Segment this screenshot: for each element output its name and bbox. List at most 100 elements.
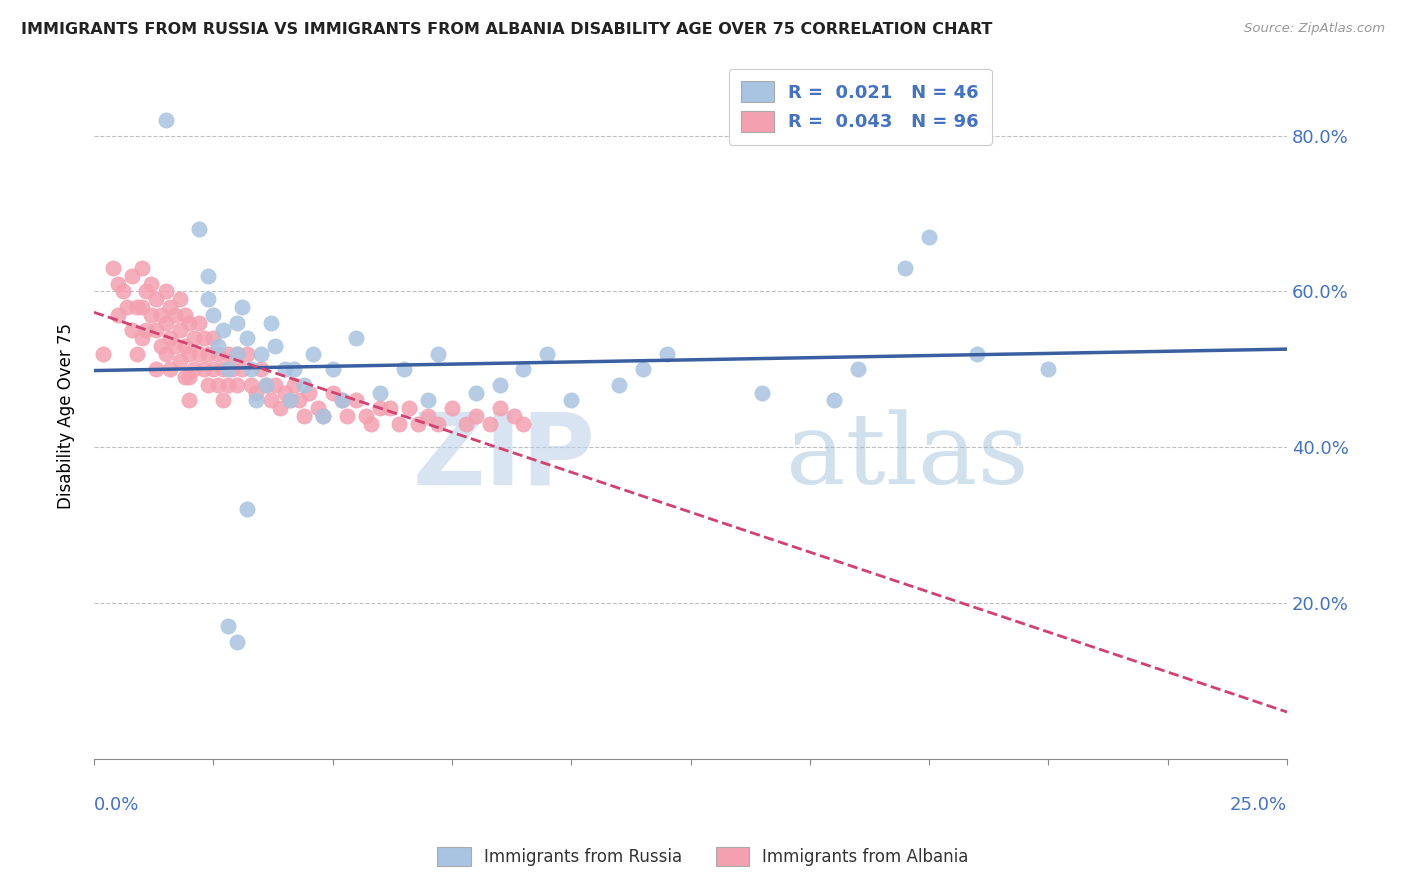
Point: [322, 362, 344, 376]
Point: [187, 347, 209, 361]
Point: [488, 401, 510, 416]
Point: [240, 362, 263, 376]
Point: [217, 347, 239, 361]
Point: [169, 354, 191, 368]
Point: [131, 300, 153, 314]
Point: [823, 393, 845, 408]
Point: [269, 401, 291, 416]
Point: [278, 393, 301, 408]
Text: 0.0%: 0.0%: [94, 797, 139, 814]
Point: [207, 377, 229, 392]
Point: [121, 323, 143, 337]
Point: [336, 409, 359, 423]
Point: [131, 260, 153, 275]
Point: [155, 285, 177, 299]
Point: [512, 417, 534, 431]
Point: [145, 292, 167, 306]
Point: [179, 393, 201, 408]
Point: [107, 277, 129, 291]
Point: [655, 347, 678, 361]
Point: [207, 339, 229, 353]
Point: [464, 385, 486, 400]
Point: [354, 409, 377, 423]
Point: [169, 323, 191, 337]
Point: [231, 362, 253, 376]
Point: [464, 409, 486, 423]
Point: [125, 347, 148, 361]
Point: [250, 362, 273, 376]
Point: [346, 331, 368, 345]
Point: [155, 347, 177, 361]
Point: [751, 385, 773, 400]
Point: [211, 323, 233, 337]
Point: [512, 362, 534, 376]
Point: [193, 362, 215, 376]
Point: [111, 285, 134, 299]
Point: [346, 393, 368, 408]
Point: [121, 268, 143, 283]
Point: [125, 300, 148, 314]
Legend: R =  0.021   N = 46, R =  0.043   N = 96: R = 0.021 N = 46, R = 0.043 N = 96: [728, 69, 991, 145]
Point: [173, 308, 195, 322]
Point: [226, 347, 249, 361]
Point: [368, 401, 391, 416]
Point: [197, 347, 219, 361]
Point: [211, 393, 233, 408]
Point: [283, 362, 305, 376]
Point: [288, 393, 311, 408]
Point: [207, 347, 229, 361]
Text: atlas: atlas: [786, 409, 1029, 505]
Point: [378, 401, 401, 416]
Point: [145, 323, 167, 337]
Point: [274, 362, 297, 376]
Point: [173, 370, 195, 384]
Point: [264, 339, 287, 353]
Point: [307, 401, 329, 416]
Text: Source: ZipAtlas.com: Source: ZipAtlas.com: [1244, 22, 1385, 36]
Point: [408, 417, 430, 431]
Point: [479, 417, 502, 431]
Point: [149, 339, 172, 353]
Point: [155, 112, 177, 127]
Point: [312, 409, 335, 423]
Point: [193, 331, 215, 345]
Point: [278, 393, 301, 408]
Point: [217, 362, 239, 376]
Point: [145, 362, 167, 376]
Point: [93, 347, 115, 361]
Point: [488, 377, 510, 392]
Point: [426, 347, 449, 361]
Point: [226, 347, 249, 361]
Point: [298, 385, 321, 400]
Point: [226, 377, 249, 392]
Point: [440, 401, 463, 416]
Point: [274, 385, 297, 400]
Point: [292, 377, 315, 392]
Point: [966, 347, 988, 361]
Point: [918, 230, 941, 244]
Point: [155, 316, 177, 330]
Point: [245, 385, 267, 400]
Text: ZIP: ZIP: [412, 409, 595, 506]
Point: [187, 222, 209, 236]
Point: [179, 347, 201, 361]
Point: [235, 502, 257, 516]
Point: [416, 409, 439, 423]
Point: [302, 347, 325, 361]
Point: [159, 300, 181, 314]
Point: [231, 300, 253, 314]
Legend: Immigrants from Russia, Immigrants from Albania: Immigrants from Russia, Immigrants from …: [429, 838, 977, 875]
Point: [259, 393, 281, 408]
Text: IMMIGRANTS FROM RUSSIA VS IMMIGRANTS FROM ALBANIA DISABILITY AGE OVER 75 CORRELA: IMMIGRANTS FROM RUSSIA VS IMMIGRANTS FRO…: [21, 22, 993, 37]
Y-axis label: Disability Age Over 75: Disability Age Over 75: [58, 323, 75, 509]
Point: [226, 635, 249, 649]
Point: [183, 362, 205, 376]
Point: [202, 308, 225, 322]
Point: [322, 385, 344, 400]
Point: [245, 393, 267, 408]
Point: [846, 362, 869, 376]
Point: [330, 393, 353, 408]
Point: [235, 331, 257, 345]
Point: [292, 409, 315, 423]
Point: [169, 292, 191, 306]
